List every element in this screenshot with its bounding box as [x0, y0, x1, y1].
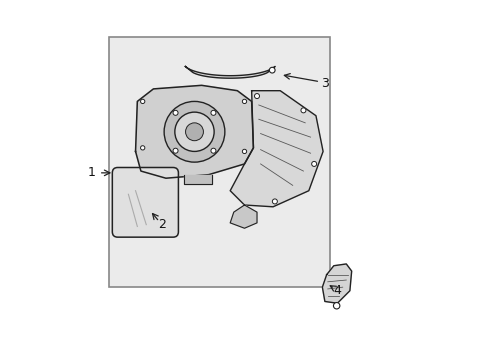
Polygon shape: [230, 91, 323, 207]
Circle shape: [140, 99, 144, 104]
Circle shape: [175, 112, 214, 152]
Circle shape: [242, 99, 246, 104]
Circle shape: [272, 199, 277, 204]
Text: 4: 4: [333, 284, 341, 297]
Circle shape: [164, 102, 224, 162]
Polygon shape: [135, 85, 253, 178]
Circle shape: [173, 110, 178, 115]
Circle shape: [333, 302, 339, 309]
Polygon shape: [183, 175, 212, 184]
Text: 1: 1: [87, 166, 95, 179]
Circle shape: [311, 161, 316, 166]
Circle shape: [254, 94, 259, 99]
Circle shape: [210, 110, 216, 115]
Circle shape: [300, 108, 305, 113]
Text: 2: 2: [158, 218, 166, 231]
Circle shape: [210, 148, 216, 153]
Polygon shape: [185, 67, 275, 78]
FancyBboxPatch shape: [112, 167, 178, 237]
Text: 3: 3: [320, 77, 328, 90]
Polygon shape: [230, 205, 257, 228]
Polygon shape: [322, 264, 351, 303]
Circle shape: [269, 67, 275, 73]
Circle shape: [242, 149, 246, 154]
Circle shape: [140, 146, 144, 150]
FancyBboxPatch shape: [108, 37, 329, 287]
Circle shape: [185, 123, 203, 141]
Circle shape: [173, 148, 178, 153]
